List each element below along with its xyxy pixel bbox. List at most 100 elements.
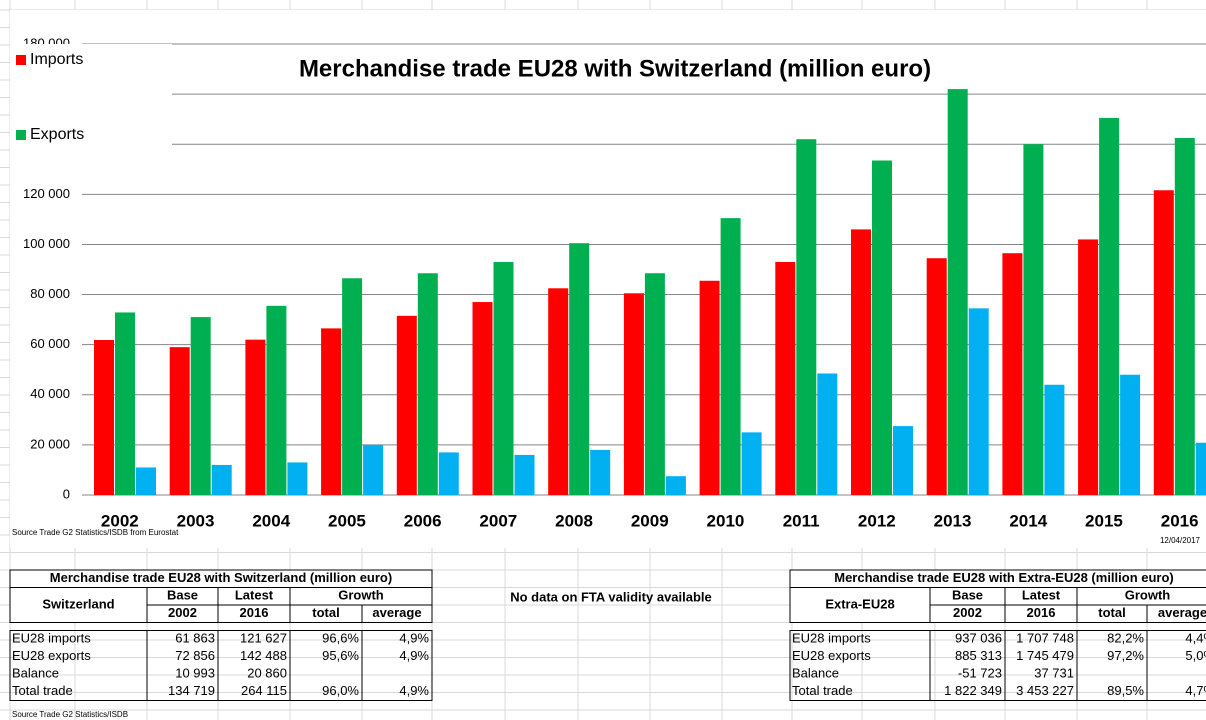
table-cell: 89,5%	[1107, 683, 1144, 698]
bar	[190, 317, 211, 495]
x-tick-label: 2011	[783, 511, 820, 530]
bar	[136, 467, 156, 495]
legend-swatch	[16, 55, 26, 65]
table-cell: 1 745 479	[1016, 648, 1074, 663]
legend-bg	[12, 44, 172, 150]
table-cell: 72 856	[175, 648, 215, 663]
table-cell: -51 723	[958, 666, 1002, 681]
table-row-label: EU28 exports	[792, 648, 871, 663]
table-row-label: EU28 imports	[12, 631, 91, 646]
table-subheader: total	[1098, 605, 1125, 620]
table-subheader: 2002	[953, 605, 982, 620]
table-title: Merchandise trade EU28 with Switzerland …	[50, 570, 392, 585]
table-subheader: 2002	[168, 605, 197, 620]
y-tick-label: 120 000	[23, 186, 70, 201]
table-border	[1146, 604, 1206, 623]
x-tick-label: 2012	[858, 511, 896, 530]
table-cell: 37 731	[1034, 666, 1074, 681]
x-tick-label: 2003	[177, 511, 215, 530]
table-cell: 96,6%	[322, 631, 359, 646]
x-tick-label: 2007	[479, 511, 517, 530]
table-row-label: Total trade	[12, 683, 73, 698]
bar	[1174, 137, 1195, 495]
table-cell: 121 627	[240, 631, 287, 646]
table-cell: 96,0%	[322, 683, 359, 698]
bar	[720, 218, 741, 495]
x-tick-label: 2013	[934, 511, 972, 530]
x-tick-label: 2010	[707, 511, 745, 530]
bar	[472, 302, 493, 495]
bar	[342, 278, 363, 495]
bar	[169, 347, 190, 495]
bar	[94, 339, 114, 495]
x-tick-label: 2009	[631, 511, 669, 530]
table-border	[9, 630, 433, 701]
table-subheader: 2016	[240, 605, 269, 620]
table-cell: 937 036	[955, 631, 1002, 646]
bar	[1044, 384, 1065, 495]
bar	[1195, 442, 1206, 495]
table-cell: 97,2%	[1107, 648, 1144, 663]
bar	[1099, 117, 1120, 496]
bar	[872, 160, 892, 495]
y-tick-label: 80 000	[30, 286, 70, 301]
table-bg	[790, 570, 1206, 623]
table-cell: 885 313	[955, 648, 1002, 663]
y-tick-label: 60 000	[30, 336, 70, 351]
table-header: Extra-EU28	[825, 596, 894, 611]
bar	[699, 280, 720, 495]
chart-title: Merchandise trade EU28 with Switzerland …	[299, 55, 931, 82]
table-cell: 4,7%	[1185, 683, 1206, 698]
bar	[493, 261, 514, 495]
table-row-label: Balance	[792, 666, 839, 681]
table-cell: 142 488	[240, 648, 287, 663]
bar	[363, 444, 384, 495]
x-tick-label: 2002	[101, 511, 139, 530]
table-border	[789, 630, 1206, 701]
table-cell: 4,9%	[399, 648, 429, 663]
bar	[775, 261, 796, 495]
table-row-label: EU28 exports	[12, 648, 91, 663]
table-header: Growth	[338, 588, 384, 603]
x-tick-label: 2006	[404, 511, 442, 530]
table-cell: 10 993	[175, 666, 215, 681]
table-subheader: average	[1158, 605, 1206, 620]
bar	[396, 315, 417, 495]
bar	[1078, 239, 1099, 495]
fta-note: No data on FTA validity available	[510, 589, 712, 604]
x-tick-label: 2005	[328, 511, 366, 530]
y-tick-label: 100 000	[23, 236, 70, 251]
bar	[968, 308, 989, 495]
x-tick-label: 2008	[555, 511, 593, 530]
x-tick-label: 2015	[1085, 511, 1123, 530]
table-cell: 1 707 748	[1016, 631, 1074, 646]
y-tick-label: 20 000	[30, 436, 70, 451]
x-tick-label: 2004	[252, 511, 290, 530]
table-cell: 1 822 349	[944, 683, 1002, 698]
table-header: Latest	[235, 588, 274, 603]
legend-label: Imports	[30, 51, 83, 68]
table: Merchandise trade EU28 with Switzerland …	[9, 569, 433, 701]
table-cell: 3 453 227	[1016, 683, 1074, 698]
table-cell: 20 860	[247, 666, 287, 681]
bar	[1153, 190, 1174, 496]
bar	[796, 139, 817, 495]
bar	[417, 273, 438, 495]
table-note: Source Trade G2 Statistics/ISDB	[12, 710, 128, 719]
table-title: Merchandise trade EU28 with Extra-EU28 (…	[834, 570, 1174, 585]
bar	[266, 305, 287, 495]
bar	[623, 293, 644, 495]
table-cell: 95,6%	[322, 648, 359, 663]
table-header: Base	[167, 588, 198, 603]
bar	[1120, 374, 1141, 495]
bar	[514, 454, 535, 495]
bar	[321, 328, 342, 495]
chart-date: 12/04/2017	[1160, 536, 1201, 545]
table-border	[361, 604, 433, 623]
table-row-label: Total trade	[792, 683, 853, 698]
x-tick-label: 2014	[1009, 511, 1047, 530]
bar	[1002, 253, 1023, 495]
table-cell: 4,9%	[399, 683, 429, 698]
bar	[287, 462, 308, 495]
table-header: Latest	[1022, 588, 1061, 603]
